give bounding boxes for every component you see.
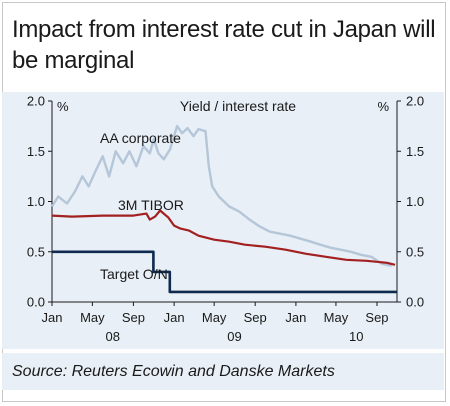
y-tick-label-left: 2.0 — [27, 94, 45, 109]
y-tick-label-right: 0.5 — [406, 244, 424, 259]
x-tick-label: Sep — [365, 310, 388, 325]
series-label-3m-tibor: 3M TIBOR — [118, 197, 184, 213]
y-tick-label-right: 1.5 — [406, 144, 424, 159]
y-tick-label-left: 1.5 — [27, 144, 45, 159]
right-unit-label: % — [377, 99, 389, 114]
x-tick-label: May — [324, 310, 349, 325]
x-tick-label: May — [202, 310, 227, 325]
x-tick-label: Jan — [164, 310, 185, 325]
source-note: Source: Reuters Ecowin and Danske Market… — [12, 363, 335, 380]
y-tick-label-right: 1.0 — [406, 194, 424, 209]
x-tick-label: Jan — [285, 310, 306, 325]
left-unit-label: % — [57, 99, 69, 114]
chart-title: Impact from interest rate cut in Japan w… — [12, 16, 436, 74]
chart-subtitle: Yield / interest rate — [180, 98, 296, 114]
y-tick-label-left: 1.0 — [27, 194, 45, 209]
series-line-3m-tibor — [51, 209, 396, 266]
y-tick-label-right: 0.0 — [406, 295, 424, 310]
y-tick-label-left: 0.5 — [27, 244, 45, 259]
series-label-target-o-n: Target O/N — [100, 266, 168, 282]
x-year-label: 08 — [105, 329, 119, 344]
x-tick-label: Sep — [122, 310, 145, 325]
series-line-target-o-n — [52, 250, 397, 294]
x-tick-label: Jan — [42, 310, 63, 325]
series-label-aa-corporate: AA corporate — [100, 130, 181, 146]
source-bar — [2, 353, 444, 390]
y-tick-label-left: 0.0 — [27, 295, 45, 310]
y-tick-label-right: 2.0 — [406, 94, 424, 109]
series-line-aa-corporate — [50, 124, 392, 267]
x-year-label: 10 — [349, 329, 363, 344]
x-tick-label: Sep — [244, 310, 267, 325]
x-tick-label: May — [80, 310, 105, 325]
plot-panel — [2, 92, 444, 349]
x-year-label: 09 — [227, 329, 241, 344]
